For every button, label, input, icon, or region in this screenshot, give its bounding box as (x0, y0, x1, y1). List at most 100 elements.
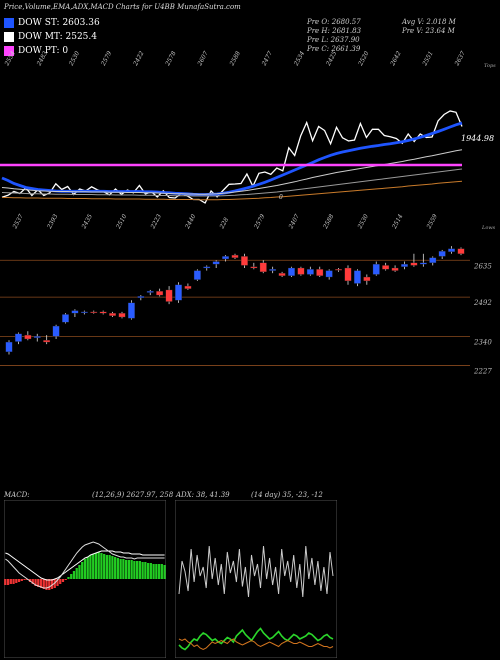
macd-histogram-bar (31, 579, 34, 584)
macd-histogram-bar (23, 579, 26, 580)
candle-body (382, 265, 390, 270)
macd-histogram-bar (34, 579, 37, 586)
candle-body (90, 311, 98, 314)
adx-frame (175, 500, 337, 658)
bottom-tick-label: 2393 (46, 213, 60, 231)
candle-body (250, 266, 258, 269)
level-label: 2340 (473, 338, 492, 346)
macd-histogram-bar (108, 555, 111, 579)
adx-title-label: ADX (176, 491, 192, 499)
macd-histogram-bar (86, 557, 89, 579)
top-tick-label: 2477 (260, 50, 274, 68)
candle-body (24, 334, 32, 340)
macd-histogram-bar (111, 556, 114, 579)
candle-body (391, 267, 399, 271)
candle-body (316, 269, 324, 276)
macd-histogram-bar (42, 579, 45, 589)
candle-body (259, 262, 267, 273)
macd-histogram-bar (92, 554, 95, 579)
candle-body (80, 311, 88, 314)
legend-swatch-white (4, 32, 14, 42)
macd-series (4, 541, 166, 590)
level-label: 2227 (473, 368, 492, 376)
legend-swatch-blue (4, 18, 14, 28)
bottom-tick-label: 2559 (425, 213, 439, 231)
adx-title-values: : 38, 41.39 (191, 491, 230, 499)
level-label: 2492 (473, 299, 492, 307)
candle-body (71, 310, 79, 314)
bottom-tick-label: 2579 (253, 213, 267, 231)
candle-body (99, 311, 107, 314)
macd-histogram-bar (103, 554, 106, 579)
macd-histogram-bar (75, 568, 78, 579)
candle-body (335, 269, 343, 271)
bottom-tick-label: 2530 (356, 213, 370, 231)
candle-body (118, 313, 126, 318)
ema-line-3 (1, 168, 463, 197)
legend-swatch-magenta (4, 46, 14, 56)
bottom-tick-label: 2407 (287, 213, 301, 231)
macd-histogram-bar (144, 562, 147, 579)
bottom-tick-label: 2514 (391, 213, 405, 231)
candle-body (165, 289, 173, 302)
candle-body (5, 341, 13, 353)
macd-histogram-bar (152, 564, 155, 579)
macd-histogram-bar (138, 561, 141, 579)
candle-body (231, 254, 239, 258)
candle-body (372, 263, 380, 275)
level-label: 2635 (473, 262, 492, 270)
stat-avg-volume: Avg V: 2.018 M (402, 18, 456, 26)
bottom-tick-label: 2440 (184, 213, 198, 231)
macd-histogram-bar (56, 579, 59, 586)
macd-histogram-bar (70, 574, 73, 579)
legend-dow-st: DOW ST: 2603.36 (4, 18, 100, 28)
tops-tag: Tops (484, 63, 496, 69)
macd-histogram-bar (89, 555, 92, 579)
bottom-tick-label: 2588 (322, 213, 336, 231)
top-tick-label: 2551 (421, 50, 435, 68)
candle-body (419, 262, 427, 265)
macd-chart (4, 500, 166, 658)
macd-histogram-bar (100, 553, 103, 579)
support-levels: 2635 2492 2340 2227 (0, 259, 492, 376)
top-tick-label: 2607 (196, 50, 210, 68)
stat-pre-low: Pre L: 2637.90 (307, 36, 360, 44)
adx-params: (14 day) 35, -23, -12 (251, 491, 323, 499)
ema-right-label: 1944.98 (461, 134, 494, 143)
macd-histogram-bar (67, 577, 70, 579)
top-tick-label: 2483 (35, 50, 49, 68)
legend-label-st: DOW ST: 2603.36 (18, 18, 100, 28)
macd-histogram-bar (163, 565, 166, 579)
candle-body (14, 333, 22, 342)
macd-histogram-bar (127, 560, 131, 579)
candle-body (43, 340, 51, 343)
ema-lines (1, 110, 463, 204)
ema-line-0 (1, 110, 463, 204)
macd-histogram-bar (20, 579, 23, 581)
macd-histogram-bar (97, 552, 100, 579)
macd-histogram-bar (37, 579, 40, 587)
macd-histogram-bar (146, 563, 150, 579)
macd-histogram-bar (64, 579, 67, 580)
macd-histogram-bar (45, 579, 48, 590)
macd-histogram-bar (157, 564, 161, 579)
candle-body (62, 314, 69, 323)
macd-histogram-bar (81, 562, 84, 579)
macd-histogram-bar (94, 553, 98, 579)
macd-histogram-bar (50, 579, 54, 589)
bottom-tick-labels: 2537 2393 2435 2510 2223 2440 228 2579 2407 2588 2… (11, 213, 439, 231)
candle-body (457, 248, 465, 254)
macd-histogram-bar (61, 579, 65, 582)
top-tick-labels: 2554 2483 2530 2579 2422 2578 2607 2588 2477 2534… (3, 50, 467, 68)
candle-body (325, 270, 333, 278)
top-tick-label: 2530 (67, 50, 81, 68)
candle-body (297, 267, 305, 275)
macd-histogram-bar (135, 561, 139, 579)
top-tick-label: 2579 (100, 50, 114, 68)
ema-line-4 (2, 180, 463, 201)
macd-histogram-bar (160, 564, 163, 579)
macd-histogram-bar (17, 579, 21, 582)
macd-histogram-bar (83, 559, 87, 579)
macd-histogram-bar (119, 559, 122, 579)
macd-histogram-bar (9, 579, 12, 584)
